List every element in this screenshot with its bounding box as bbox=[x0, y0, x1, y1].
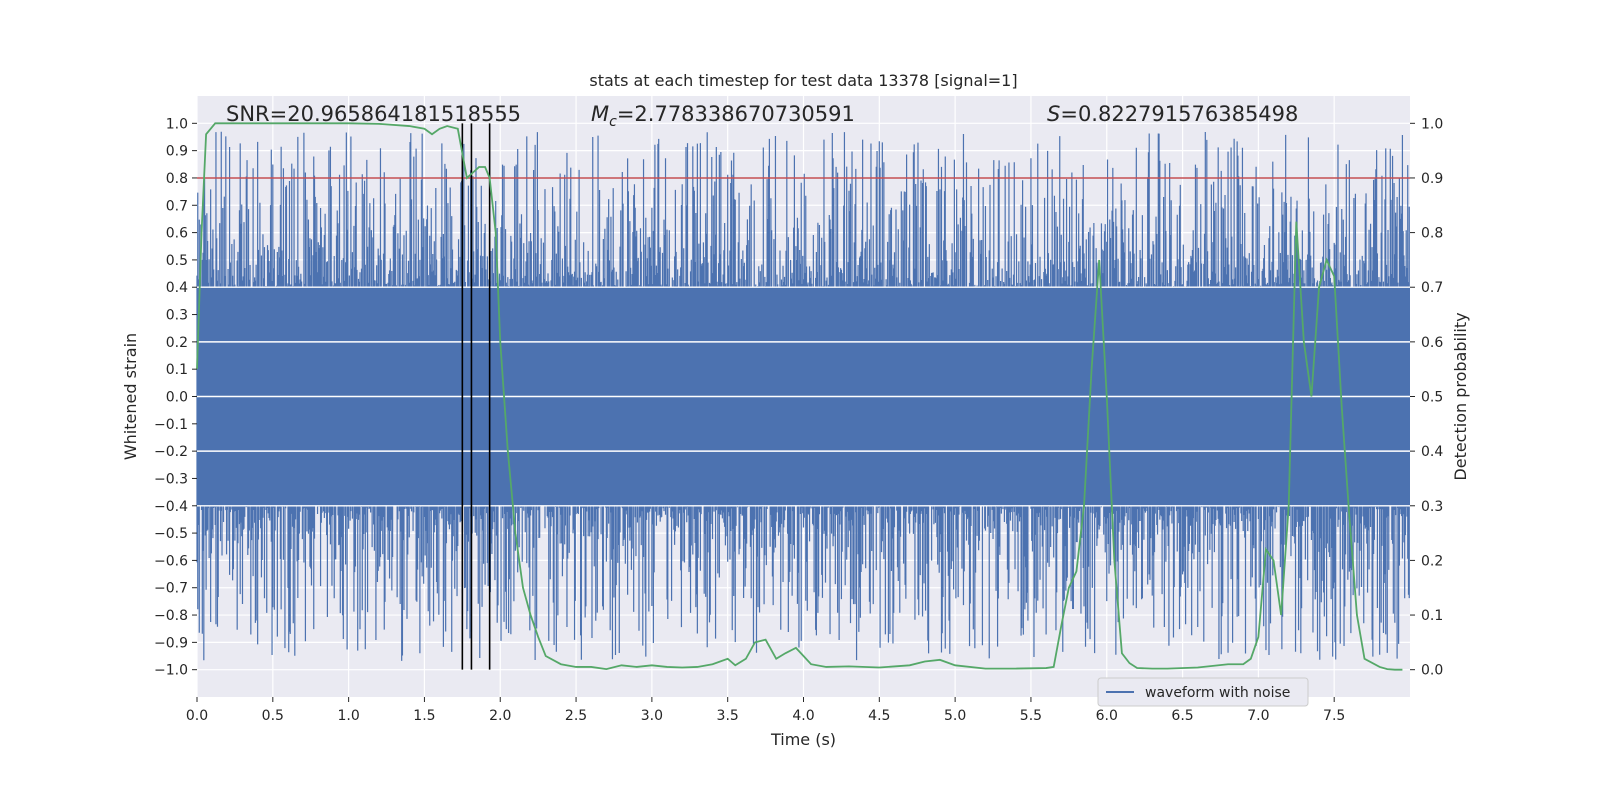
y2-tick-label: 0.5 bbox=[1421, 390, 1443, 406]
y2-tick-label: 0.7 bbox=[1421, 280, 1443, 296]
y-tick-label: −1.0 bbox=[154, 663, 188, 679]
y-tick-label: 0.4 bbox=[166, 280, 188, 296]
y-tick-label: 0.1 bbox=[166, 362, 188, 378]
y2-tick-label: 0.1 bbox=[1421, 608, 1443, 624]
x-tick-label: 7.0 bbox=[1247, 708, 1269, 724]
y-tick-label: −0.1 bbox=[154, 417, 188, 433]
y-tick-label: 1.0 bbox=[166, 116, 188, 132]
x-tick-label: 5.0 bbox=[944, 708, 966, 724]
y-tick-label: 0.9 bbox=[166, 144, 188, 160]
y2-tick-label: 0.8 bbox=[1421, 226, 1443, 242]
y2-tick-label: 0.0 bbox=[1421, 663, 1443, 679]
y-tick-label: 0.2 bbox=[166, 335, 188, 351]
x-tick-label: 3.5 bbox=[717, 708, 739, 724]
x-tick-label: 4.0 bbox=[792, 708, 814, 724]
x-tick-label: 2.0 bbox=[489, 708, 511, 724]
y-tick-label: −0.3 bbox=[154, 471, 188, 487]
x-tick-label: 2.5 bbox=[565, 708, 587, 724]
waveform-line bbox=[196, 131, 1410, 661]
chart-title: stats at each timestep for test data 133… bbox=[589, 71, 1017, 90]
mc-symbol: M bbox=[591, 102, 609, 126]
right-axis-ticks: 1.0 0.9 0.8 0.7 0.6 0.5 0.4 0.3 0.2 0.1 0.0 bbox=[1410, 116, 1443, 679]
y-tick-label: −0.5 bbox=[154, 526, 188, 542]
x-tick-label: 3.0 bbox=[641, 708, 663, 724]
snr-annotation: SNR=20.965864181518555 bbox=[226, 102, 521, 126]
legend-label: waveform with noise bbox=[1145, 685, 1290, 701]
y-axis-ticks: 1.0 0.9 0.8 0.7 0.6 0.5 0.4 0.3 0.2 0.1 0.0 −0.1 −0.… bbox=[154, 116, 197, 679]
waveform-series bbox=[196, 131, 1410, 661]
y2-tick-label: 1.0 bbox=[1421, 116, 1443, 132]
y2-axis-label: Detection probability bbox=[1451, 312, 1470, 480]
legend: waveform with noise bbox=[1097, 677, 1309, 707]
y-tick-label: 0.0 bbox=[166, 390, 188, 406]
x-tick-label: 7.5 bbox=[1323, 708, 1345, 724]
y-tick-label: −0.7 bbox=[154, 581, 188, 597]
y2-tick-label: 0.4 bbox=[1421, 444, 1443, 460]
mc-value: =2.778338670730591 bbox=[617, 102, 855, 126]
probability-line bbox=[196, 122, 1403, 671]
spin-annotation: S=0.822791576385498 bbox=[1047, 102, 1298, 126]
y-tick-label: 0.3 bbox=[166, 308, 188, 324]
y-tick-label: −0.4 bbox=[154, 499, 188, 515]
y-tick-label: −0.9 bbox=[154, 635, 188, 651]
x-tick-label: 1.5 bbox=[413, 708, 435, 724]
x-tick-label: 6.5 bbox=[1171, 708, 1193, 724]
mc-subscript: c bbox=[609, 114, 617, 130]
x-tick-label: 5.5 bbox=[1020, 708, 1042, 724]
x-axis-label: Time (s) bbox=[770, 730, 836, 749]
probability-series bbox=[196, 122, 1403, 671]
overlay-lines bbox=[197, 123, 1410, 670]
s-value: =0.822791576385498 bbox=[1060, 102, 1298, 126]
y2-tick-label: 0.6 bbox=[1421, 335, 1443, 351]
x-tick-label: 1.0 bbox=[337, 708, 359, 724]
chirp-mass-annotation: Mc=2.778338670730591 bbox=[591, 102, 855, 130]
y-tick-label: 0.5 bbox=[166, 253, 188, 269]
y-tick-label: 0.7 bbox=[166, 198, 188, 214]
y-axis-label: Whitened strain bbox=[121, 333, 140, 460]
y-tick-label: 0.6 bbox=[166, 226, 188, 242]
s-symbol: S bbox=[1047, 102, 1060, 126]
y-tick-label: 0.8 bbox=[166, 171, 188, 187]
y-tick-label: −0.8 bbox=[154, 608, 188, 624]
x-tick-label: 0.0 bbox=[186, 708, 208, 724]
x-tick-label: 0.5 bbox=[262, 708, 284, 724]
x-tick-label: 6.0 bbox=[1096, 708, 1118, 724]
x-tick-label: 4.5 bbox=[868, 708, 890, 724]
y2-tick-label: 0.9 bbox=[1421, 171, 1443, 187]
y2-tick-label: 0.2 bbox=[1421, 553, 1443, 569]
y-tick-label: −0.2 bbox=[154, 444, 188, 460]
y2-tick-label: 0.3 bbox=[1421, 499, 1443, 515]
legend-box bbox=[1097, 677, 1309, 707]
y-tick-label: −0.6 bbox=[154, 553, 188, 569]
